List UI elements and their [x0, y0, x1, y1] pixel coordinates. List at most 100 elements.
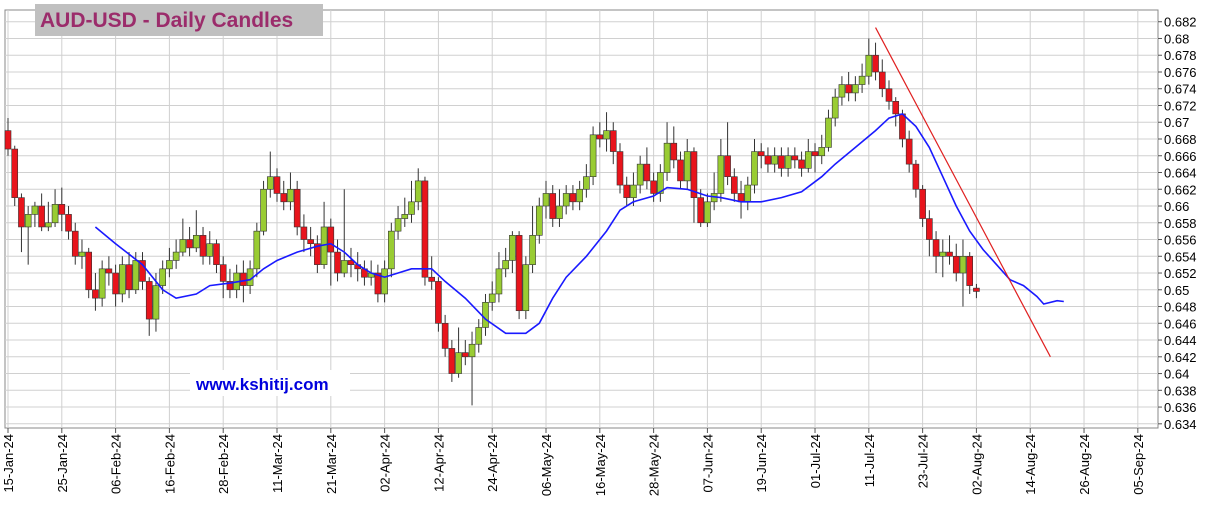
candle-body: [38, 205, 45, 228]
candle-body: [502, 260, 509, 270]
candle-body: [784, 155, 792, 169]
candle-body: [119, 264, 126, 295]
candle-body: [959, 255, 967, 274]
y-tick-label: 0.664: [1164, 166, 1197, 181]
x-tick-label: 16-May-24: [593, 434, 608, 496]
candle-body: [804, 151, 812, 169]
y-tick-label: 0.668: [1164, 132, 1197, 147]
candle-body: [314, 243, 321, 265]
candle-body: [535, 205, 543, 236]
candle-body: [549, 193, 557, 219]
candle-body: [966, 255, 973, 286]
candle-body: [562, 193, 570, 207]
y-tick-label: 0.666: [1164, 149, 1197, 164]
candle-body: [112, 272, 119, 295]
x-tick-label: 14-Aug-24: [1023, 434, 1038, 495]
candle-body: [428, 276, 435, 282]
candle-body: [462, 352, 469, 358]
candle-body: [172, 251, 180, 261]
x-tick-label: 11-Mar-24: [270, 434, 285, 493]
candle-body: [791, 155, 799, 161]
candle-body: [919, 188, 926, 219]
title-box: [35, 4, 323, 36]
y-tick-label: 0.64: [1164, 367, 1189, 382]
candle-body: [475, 327, 483, 345]
trend-line: [875, 27, 1051, 358]
candle-body: [589, 134, 597, 177]
candle-body: [946, 251, 953, 257]
y-tick-label: 0.68: [1164, 31, 1189, 46]
watermark: www.kshitij.com: [195, 375, 329, 394]
candle-body: [630, 184, 637, 198]
watermark-box: [190, 370, 350, 396]
x-tick-label: 01-Jul-24: [808, 434, 823, 488]
candle-body: [381, 268, 388, 295]
candle-body: [724, 155, 731, 177]
candle-body: [441, 322, 449, 349]
candle-body: [374, 272, 382, 295]
y-tick-label: 0.674: [1164, 82, 1197, 97]
candle-body: [657, 172, 664, 194]
candle-body: [199, 235, 207, 257]
candle-body: [670, 142, 678, 161]
x-tick-label: 28-Feb-24: [216, 434, 231, 494]
y-tick-label: 0.652: [1164, 266, 1197, 281]
y-tick-label: 0.636: [1164, 400, 1197, 415]
candle-body: [778, 155, 785, 169]
candle-body: [280, 193, 288, 203]
candle-body: [347, 260, 355, 265]
candle-body: [31, 205, 39, 215]
candle-body: [926, 218, 933, 240]
x-tick-label: 12-Apr-24: [431, 434, 446, 492]
candle-body: [139, 260, 146, 282]
candle-body: [408, 201, 415, 215]
candle-body: [811, 151, 819, 157]
candle-body: [293, 188, 301, 228]
y-tick-label: 0.676: [1164, 65, 1197, 80]
candle-body: [58, 204, 66, 215]
candle-body: [300, 226, 308, 240]
candle-body: [697, 197, 704, 224]
candle-body: [105, 268, 113, 274]
candle-body: [845, 84, 852, 94]
candle-body: [771, 155, 778, 165]
candle-body: [852, 84, 859, 94]
x-tick-label: 02-Aug-24: [969, 434, 984, 495]
candle-body: [65, 214, 72, 232]
candle-body: [731, 176, 738, 194]
candle-body: [266, 176, 274, 190]
candle-body: [818, 147, 826, 157]
candle-body: [522, 264, 530, 312]
candle-body: [603, 130, 610, 140]
candle-body: [273, 176, 281, 194]
candle-body: [45, 222, 52, 228]
candle-body: [892, 101, 900, 115]
y-tick-label: 0.682: [1164, 15, 1197, 30]
candle-body: [596, 134, 604, 140]
candle-body: [388, 230, 395, 270]
candle-body: [159, 268, 166, 286]
x-tick-label: 06-May-24: [539, 434, 554, 496]
candle-body: [650, 180, 657, 194]
candle-body: [636, 163, 644, 186]
candle-body: [576, 188, 583, 203]
candle-body: [899, 113, 906, 140]
x-tick-label: 26-Aug-24: [1077, 434, 1092, 495]
candle-body: [973, 287, 980, 292]
candle-body: [583, 176, 590, 190]
candle-body: [448, 348, 456, 374]
y-tick-label: 0.65: [1164, 283, 1189, 298]
y-tick-label: 0.67: [1164, 115, 1189, 130]
x-tick-label: 24-Apr-24: [485, 434, 500, 492]
candle-body: [623, 184, 631, 198]
candle-body: [193, 235, 200, 249]
y-tick-label: 0.642: [1164, 350, 1197, 365]
candle-body: [717, 155, 725, 194]
candle-body: [905, 138, 913, 165]
candle-body: [11, 148, 19, 198]
x-tick-label: 02-Apr-24: [378, 434, 393, 492]
y-tick-label: 0.646: [1164, 316, 1197, 331]
candle-body: [838, 84, 846, 98]
candle-body: [515, 235, 523, 312]
